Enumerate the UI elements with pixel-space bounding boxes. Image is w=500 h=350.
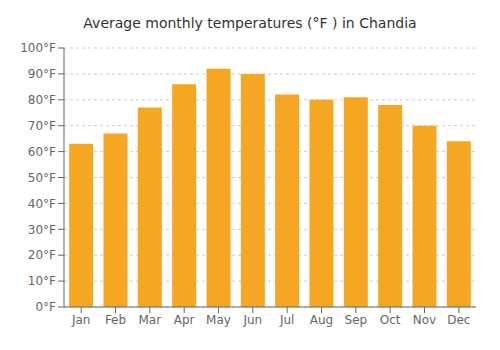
svg-text:20°F: 20°F bbox=[28, 248, 56, 262]
svg-text:Dec: Dec bbox=[447, 313, 470, 327]
svg-text:70°F: 70°F bbox=[28, 119, 56, 133]
svg-text:Oct: Oct bbox=[380, 313, 401, 327]
svg-text:80°F: 80°F bbox=[28, 93, 56, 107]
svg-text:100°F: 100°F bbox=[20, 41, 56, 55]
svg-text:90°F: 90°F bbox=[28, 67, 56, 81]
svg-text:Apr: Apr bbox=[174, 313, 195, 327]
html-text:Average monthly temperatures (: Average monthly temperatures (°F ) in Ch… bbox=[83, 15, 417, 31]
svg-text:Jan: Jan bbox=[71, 313, 91, 327]
svg-text:Nov: Nov bbox=[413, 313, 436, 327]
svg-text:Mar: Mar bbox=[139, 313, 162, 327]
svg-text:Sep: Sep bbox=[345, 313, 368, 327]
svg-text:Aug: Aug bbox=[310, 313, 333, 327]
svg-text:0°F: 0°F bbox=[35, 300, 56, 314]
svg-text:Jul: Jul bbox=[279, 313, 294, 327]
svg-text:30°F: 30°F bbox=[28, 223, 56, 237]
svg-text:50°F: 50°F bbox=[28, 171, 56, 185]
svg-text:40°F: 40°F bbox=[28, 197, 56, 211]
svg-text:Jun: Jun bbox=[242, 313, 262, 327]
svg-text:10°F: 10°F bbox=[28, 274, 56, 288]
svg-text:May: May bbox=[206, 313, 231, 327]
svg-text:60°F: 60°F bbox=[28, 145, 56, 159]
svg-text:Feb: Feb bbox=[105, 313, 126, 327]
